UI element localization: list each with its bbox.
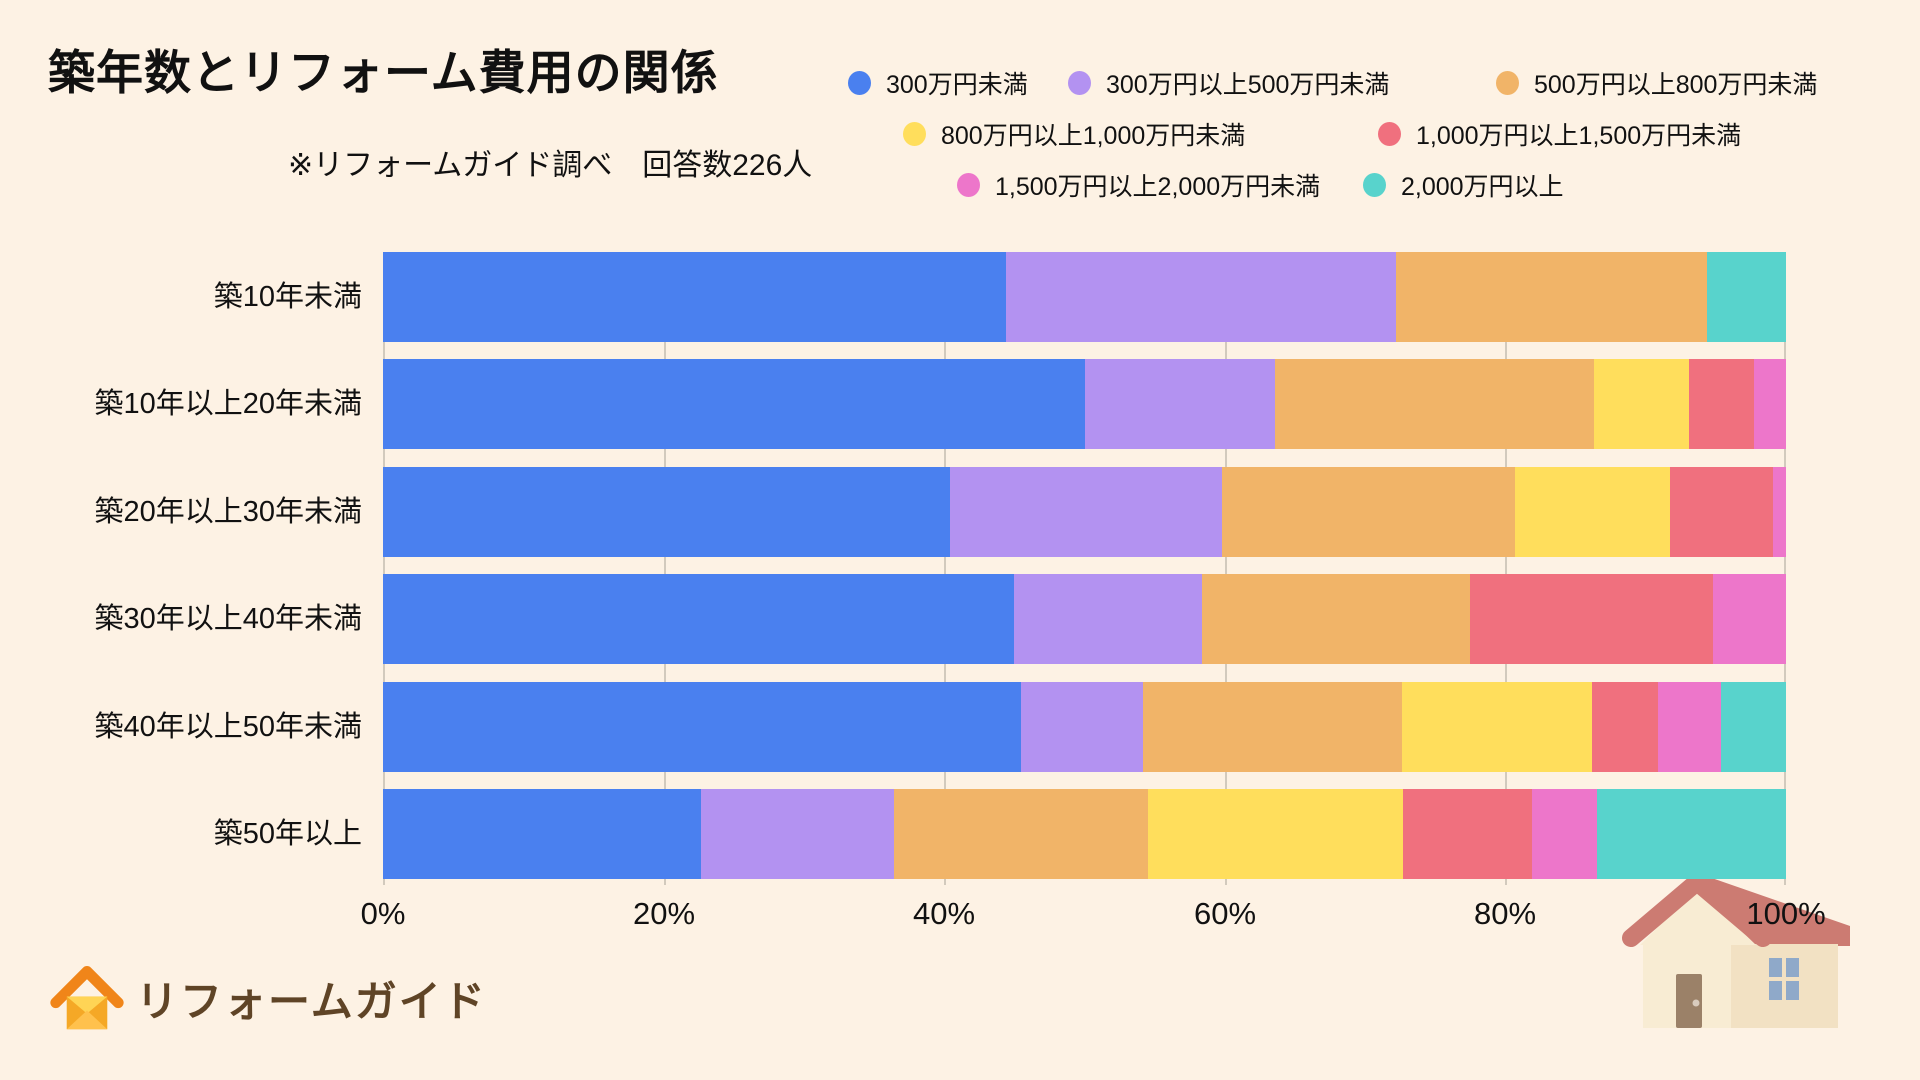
bar-segment (383, 574, 1015, 664)
legend-dot-icon (1068, 71, 1091, 95)
legend-item: 800万円以上1,000万円未満 (903, 117, 1245, 151)
logo-text: リフォームガイド (136, 977, 487, 1025)
bar-segment (1147, 789, 1403, 879)
bar-segment (383, 252, 1006, 342)
stacked-bar (383, 467, 1786, 557)
legend-label: 2,000万円以上 (1401, 173, 1564, 201)
bar-segment (1401, 682, 1593, 772)
legend-label: 300万円未満 (886, 71, 1028, 99)
legend-label: 1,000万円以上1,500万円未満 (1416, 122, 1742, 150)
bar-segment (1005, 252, 1396, 342)
y-axis-label: 築10年未満 (213, 281, 362, 313)
reform-guide-logo: リフォームガイド (48, 962, 487, 1034)
legend-item: 2,000万円以上 (1363, 168, 1564, 202)
bar-segment (1202, 574, 1471, 664)
gridline (1505, 252, 1508, 885)
x-axis-tick: 60% (1193, 896, 1257, 931)
bar-segment (1658, 682, 1722, 772)
bar-segment (1532, 789, 1597, 879)
legend-item: 1,500万円以上2,000万円未満 (957, 168, 1320, 202)
gridline (663, 252, 666, 885)
legend-item: 1,000万円以上1,500万円未満 (1378, 117, 1741, 151)
bar-segment (1669, 467, 1774, 557)
legend-dot-icon (903, 122, 926, 146)
bar-segment (1753, 359, 1786, 449)
bar-segment (1592, 682, 1659, 772)
bar-segment (383, 359, 1085, 449)
bar-segment (1470, 574, 1714, 664)
legend-item: 300万円未満 (848, 66, 1028, 100)
gridline (383, 252, 385, 885)
legend-dot-icon (1363, 173, 1386, 197)
bar-segment (383, 682, 1022, 772)
bar-segment (1593, 359, 1690, 449)
chart-subtitle: ※リフォームガイド調べ 回答数226人 (288, 149, 813, 182)
bar-segment (1143, 682, 1402, 772)
bar-segment (1713, 574, 1786, 664)
bar-segment (383, 467, 950, 557)
bar-segment (1773, 467, 1786, 557)
house-envelope-icon (50, 966, 124, 1030)
bar-segment (949, 467, 1222, 557)
y-axis-label: 築30年以上40年未満 (94, 603, 362, 635)
x-axis-tick: 80% (1473, 896, 1537, 931)
bar-segment (1515, 467, 1670, 557)
stacked-bar (383, 574, 1786, 664)
bar-segment (701, 789, 894, 879)
gridline (1784, 252, 1786, 885)
bar-segment (1221, 467, 1516, 557)
legend-label: 800万円以上1,000万円未満 (941, 122, 1246, 150)
stacked-bar (383, 359, 1786, 449)
bar-segment (1395, 252, 1708, 342)
legend-dot-icon (848, 71, 871, 95)
gridline (944, 252, 947, 885)
y-axis-label: 築10年以上20年未満 (94, 388, 362, 420)
legend-label: 1,500万円以上2,000万円未満 (995, 173, 1321, 201)
stacked-bar (383, 789, 1786, 879)
gridline (1224, 252, 1227, 885)
x-axis-tick: 0% (360, 896, 406, 931)
x-axis-tick: 100% (1746, 896, 1826, 931)
stacked-bar (383, 252, 1786, 342)
legend-item: 300万円以上500万円未満 (1068, 66, 1389, 100)
bar-segment (1084, 359, 1276, 449)
bar-segment (1402, 789, 1533, 879)
legend-label: 500万円以上800万円未満 (1534, 71, 1818, 99)
bar-segment (1021, 682, 1144, 772)
bar-segment (1275, 359, 1594, 449)
x-axis-tick: 40% (912, 896, 976, 931)
bar-segment (1707, 252, 1786, 342)
legend-label: 300万円以上500万円未満 (1106, 71, 1390, 99)
bar-segment (1014, 574, 1203, 664)
bar-segment (383, 789, 702, 879)
bar-segment (1689, 359, 1754, 449)
x-axis-tick: 20% (632, 896, 696, 931)
y-axis-label: 築20年以上30年未満 (94, 496, 362, 528)
chart-title: 築年数とリフォーム費用の関係 (48, 46, 719, 99)
y-axis-label: 築40年以上50年未満 (94, 711, 362, 743)
y-axis-label: 築50年以上 (213, 818, 362, 850)
legend-dot-icon (1378, 122, 1401, 146)
stacked-bar (383, 682, 1786, 772)
bar-segment (1721, 682, 1786, 772)
plot-area (383, 252, 1786, 885)
bar-segment (893, 789, 1148, 879)
house-illustration (1622, 873, 1850, 1028)
legend-dot-icon (957, 173, 980, 197)
legend-item: 500万円以上800万円未満 (1496, 66, 1817, 100)
bar-segment (1596, 789, 1786, 879)
legend-dot-icon (1496, 71, 1519, 95)
